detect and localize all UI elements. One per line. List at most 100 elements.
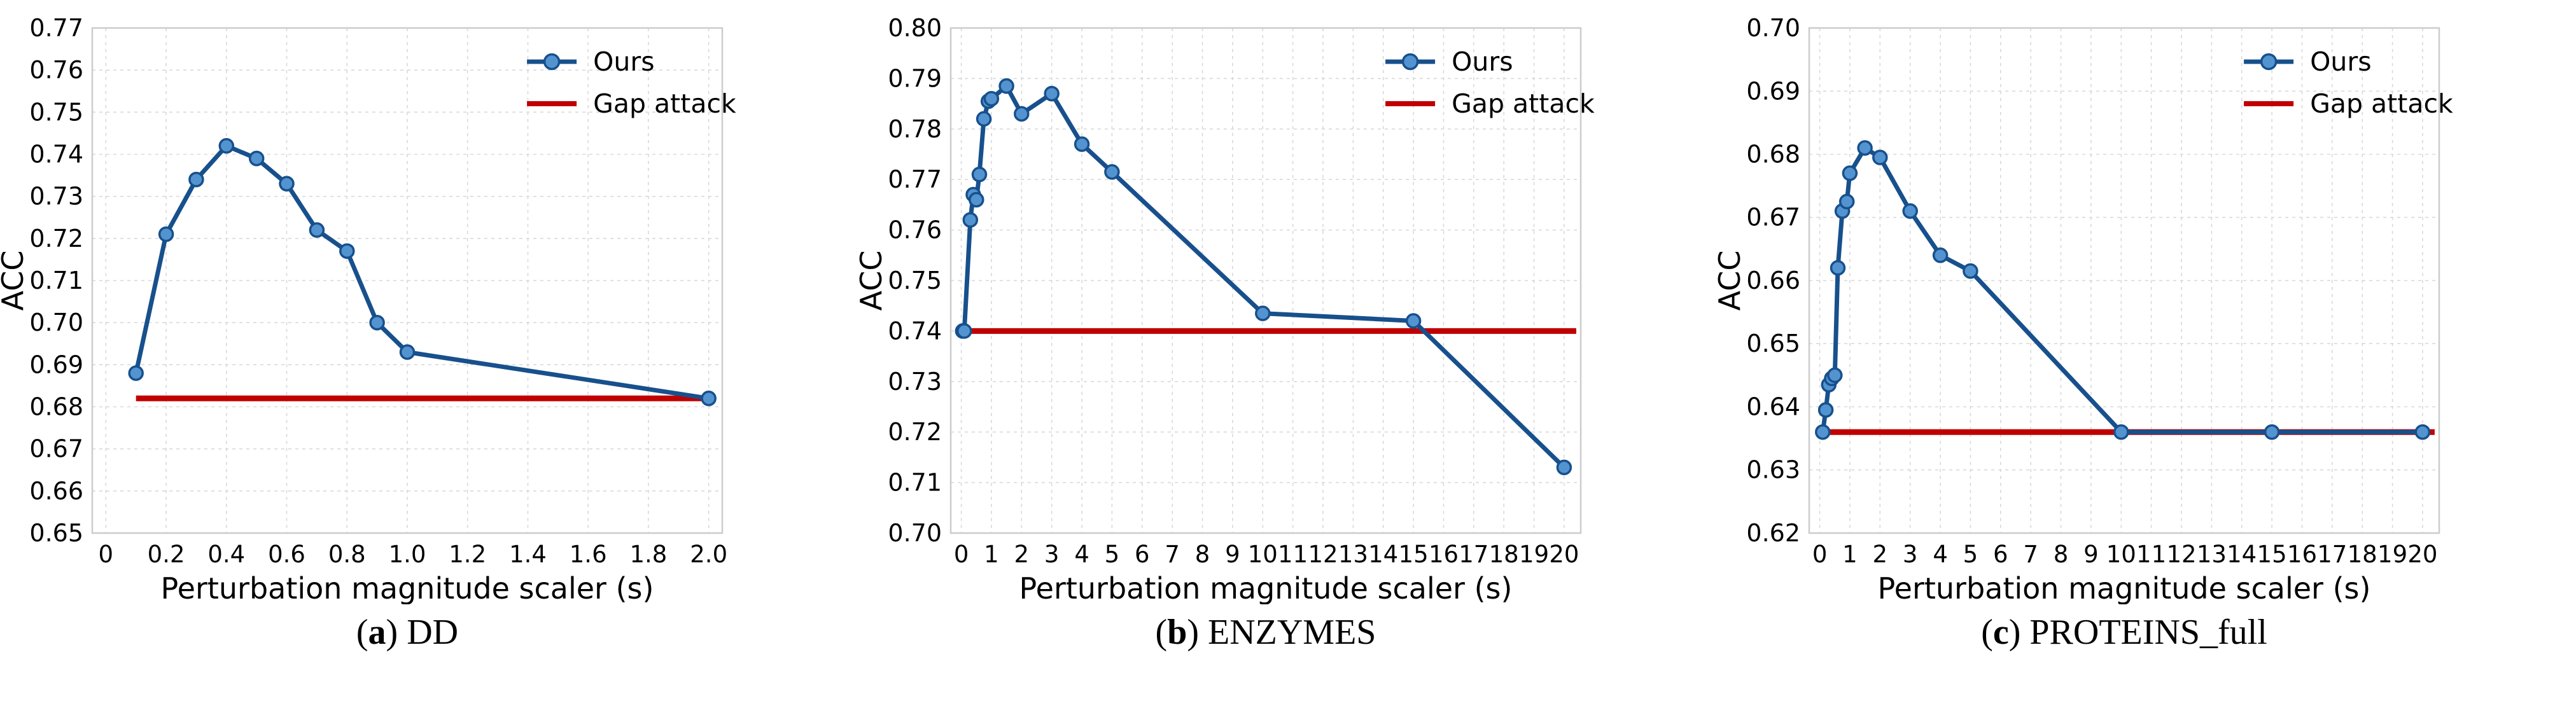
x-tick-label: 1.8: [629, 541, 667, 568]
x-tick-label: 3: [1903, 541, 1918, 568]
legend-ours-marker: [2260, 53, 2278, 71]
x-tick-label: 12: [1308, 541, 1338, 568]
y-tick-label: 0.80: [888, 14, 942, 42]
y-axis-title: ACC: [0, 251, 30, 311]
x-tick-label: 20: [2407, 541, 2437, 568]
x-tick-label: 10: [2106, 541, 2136, 568]
y-tick-label: 0.75: [888, 267, 942, 295]
ours-data-point: [1872, 149, 1888, 165]
ours-data-point: [701, 391, 717, 406]
x-tick-label: 6: [1135, 541, 1150, 568]
ours-data-point: [1815, 424, 1831, 440]
legend-ours-marker: [1401, 53, 1419, 71]
chart-a-canvas: 0.65 0.66 0.67 0.68 0.69 0.70 0.71 0.72 0.73 0.74…: [0, 14, 736, 604]
ours-data-point: [1104, 164, 1120, 180]
x-tick-label: 7: [1165, 541, 1180, 568]
y-tick-label: 0.62: [1746, 519, 1800, 547]
legend-ours-label: Ours: [593, 46, 654, 77]
x-tick-label: 18: [2348, 541, 2377, 568]
legend: Ours Gap attack: [2244, 46, 2453, 119]
legend-gap-label: Gap attack: [593, 88, 736, 119]
ours-data-point: [971, 167, 988, 183]
x-tick-label: 0.2: [148, 541, 185, 568]
ours-data-point: [309, 222, 325, 238]
x-tick-label: 11: [2136, 541, 2166, 568]
ours-data-point: [1014, 106, 1030, 122]
x-axis-title: Perturbation magnitude scaler (s): [161, 571, 654, 604]
y-tick-label: 0.67: [1746, 204, 1800, 232]
x-tick-label: 1: [984, 541, 999, 568]
ours-data-point: [158, 226, 174, 242]
y-tick-label: 0.78: [888, 115, 942, 143]
ours-data-point: [1902, 203, 1918, 219]
chart-panel-b: 0.70 0.71 0.72 0.73 0.74 0.75 0.76 0.77 0.78 0.79…: [858, 0, 1717, 701]
x-tick-label: 1.0: [389, 541, 426, 568]
y-tick-label: 0.71: [888, 469, 942, 497]
caption-paren: (: [356, 613, 368, 652]
y-tick-label: 0.74: [888, 317, 942, 345]
chart-b-canvas: 0.70 0.71 0.72 0.73 0.74 0.75 0.76 0.77 0.78 0.79…: [858, 14, 1595, 604]
ours-data-point: [369, 314, 385, 331]
legend-gap-label: Gap attack: [1452, 88, 1595, 119]
ours-data-point: [1405, 313, 1422, 329]
y-tick-label: 0.70: [29, 309, 83, 337]
y-tick-label: 0.74: [29, 141, 83, 169]
x-tick-label: 20: [1549, 541, 1579, 568]
x-tick-label: 13: [2197, 541, 2227, 568]
x-tick-label: 3: [1044, 541, 1060, 568]
x-tick-label: 1: [1842, 541, 1858, 568]
caption-title: PROTEINS_full: [2029, 613, 2267, 652]
y-tick-label: 0.67: [29, 435, 83, 463]
caption-paren: ): [386, 613, 407, 652]
legend: Ours Gap attack: [527, 46, 736, 119]
x-tick-label: 16: [2287, 541, 2317, 568]
ours-data-point: [2414, 424, 2431, 440]
x-tick-label: 6: [1993, 541, 2008, 568]
ours-data-point: [218, 138, 235, 154]
ours-data-point: [1827, 367, 1843, 384]
x-tick-label: 0: [99, 541, 114, 568]
x-tick-label: 17: [1459, 541, 1488, 568]
caption-paren: ): [2008, 613, 2030, 652]
y-tick-label: 0.72: [29, 225, 83, 253]
chart-c-canvas: 0.620.630.640.650.660.670.680.690.700 1 2 3…: [1717, 14, 2453, 604]
chart-panel-c: 0.62 0.63 0.64 0.65 0.66 0.67 0.68 0.69 0.70 0 1 2 3…: [1717, 0, 2575, 701]
ours-data-point: [2264, 424, 2280, 440]
y-tick-label: 0.68: [1746, 141, 1800, 169]
ours-data-point: [1556, 459, 1572, 476]
x-tick-label: 19: [2377, 541, 2407, 568]
y-tick-label: 0.69: [1746, 77, 1800, 105]
legend-ours-marker: [543, 53, 561, 71]
ours-data-point: [1817, 402, 1834, 418]
x-tick-label: 2: [1014, 541, 1030, 568]
caption-title: ENZYMES: [1208, 613, 1376, 652]
x-tick-label: 9: [2083, 541, 2099, 568]
x-tick-label: 5: [1105, 541, 1120, 568]
caption-letter: c: [1992, 613, 2009, 652]
ours-data-point: [128, 365, 144, 381]
legend-gap-label: Gap attack: [2310, 88, 2453, 119]
ours-data-point: [339, 243, 355, 259]
ours-data-point: [1830, 260, 1846, 276]
y-tick-label: 0.72: [888, 418, 942, 446]
x-tick-label: 1.2: [449, 541, 486, 568]
x-tick-label: 8: [1195, 541, 1210, 568]
x-tick-label: 2.0: [690, 541, 727, 568]
y-tick-label: 0.73: [888, 368, 942, 396]
y-tick-label: 0.73: [29, 183, 83, 211]
ours-data-point: [1044, 85, 1060, 102]
plot-frame: [949, 27, 1582, 534]
x-tick-label: 14: [1368, 541, 1398, 568]
caption-paren: (: [1155, 613, 1168, 652]
chart-panel-a: 0.65 0.66 0.67 0.68 0.69 0.70 0.71 0.72 0.73 0.74…: [0, 0, 858, 701]
y-tick-label: 0.70: [888, 519, 942, 547]
ours-data-point: [1074, 136, 1090, 152]
x-tick-label: 0.4: [207, 541, 245, 568]
x-tick-label: 0: [954, 541, 969, 568]
y-tick-label: 0.66: [29, 477, 83, 505]
x-tick-label: 18: [1489, 541, 1519, 568]
ours-data-point: [2113, 424, 2129, 440]
x-tick-label: 4: [1074, 541, 1089, 568]
ours-data-point: [1857, 140, 1873, 156]
